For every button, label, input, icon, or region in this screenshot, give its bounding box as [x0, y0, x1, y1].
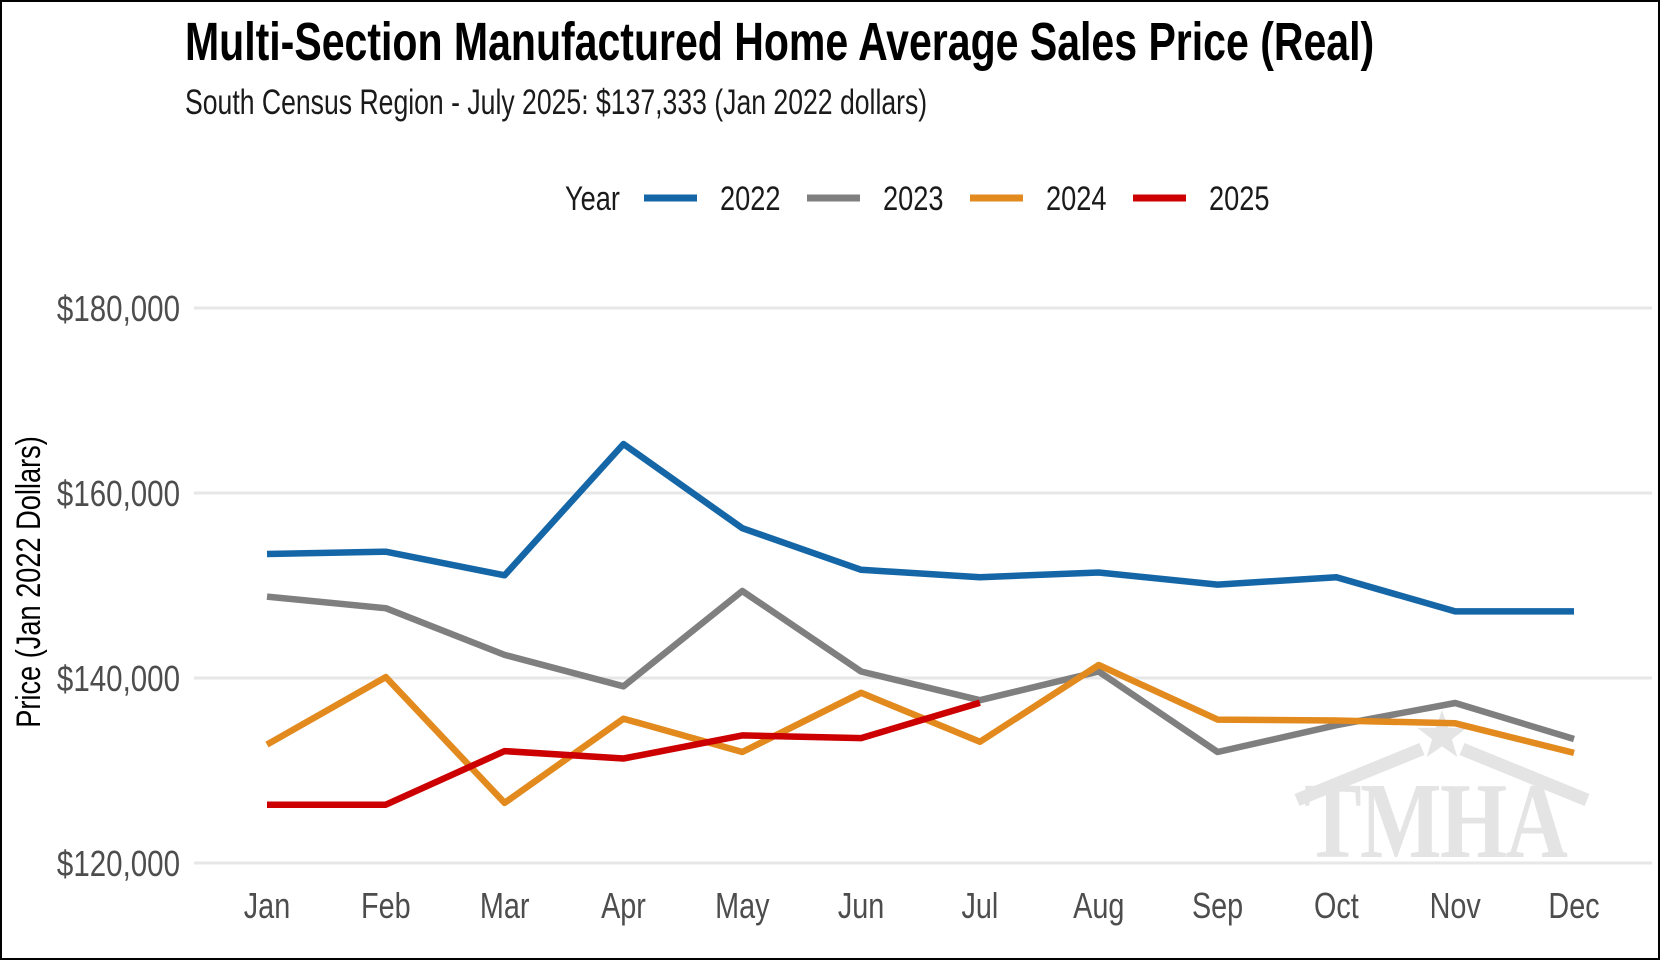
series-line-2023	[266, 587, 1575, 756]
x-tick-label: Dec	[1548, 885, 1599, 926]
watermark-logo: TMHA	[1294, 710, 1590, 881]
x-tick-label: May	[715, 885, 770, 926]
y-tick-label: $120,000	[57, 843, 180, 883]
legend-swatch-2023	[807, 194, 860, 202]
watermark-roof-icon	[1294, 742, 1425, 807]
x-tick-label: Oct	[1314, 885, 1359, 926]
chart-title: Multi-Section Manufactured Home Average …	[185, 13, 1374, 73]
gridlines	[194, 306, 1652, 865]
x-tick-label: Jun	[838, 885, 884, 926]
legend-swatch-2024	[970, 194, 1023, 202]
x-tick-label: Jan	[244, 885, 290, 926]
legend-item-2022: 2022	[644, 179, 780, 218]
x-tick-label: Feb	[361, 885, 411, 926]
y-tick-label: $160,000	[57, 473, 180, 513]
watermark-star-icon	[1417, 710, 1467, 757]
x-tick-label: Apr	[601, 885, 646, 926]
watermark-roof-icon	[1459, 742, 1590, 807]
legend-item-2024: 2024	[970, 179, 1106, 218]
legend-item-2025: 2025	[1133, 179, 1269, 218]
legend-swatch-2022	[644, 194, 697, 202]
legend-item-2023: 2023	[807, 179, 943, 218]
x-tick-label: Mar	[480, 885, 530, 926]
y-tick-label: $180,000	[57, 288, 180, 328]
x-tick-label: Jul	[962, 885, 999, 926]
x-tick-label: Nov	[1430, 885, 1482, 926]
legend-item-label: 2025	[1209, 179, 1269, 218]
chart-subtitle: South Census Region - July 2025: $137,33…	[185, 82, 927, 121]
legend: Year 2022 2023 2024 2025	[565, 179, 1269, 218]
y-axis-ticks: $180,000 $160,000 $140,000 $120,000	[57, 288, 180, 883]
x-tick-label: Aug	[1073, 885, 1124, 926]
legend-title: Year	[565, 179, 620, 218]
watermark-text: TMHA	[1304, 762, 1567, 881]
legend-item-label: 2023	[883, 179, 943, 218]
series-lines	[265, 440, 1575, 808]
x-tick-label: Sep	[1192, 885, 1243, 926]
series-line-2022	[266, 440, 1574, 615]
series-line-2025	[267, 699, 981, 808]
legend-swatch-2025	[1133, 194, 1186, 202]
y-tick-label: $140,000	[57, 658, 180, 698]
legend-item-label: 2024	[1046, 179, 1106, 218]
legend-item-label: 2022	[720, 179, 780, 218]
y-axis-title: Price (Jan 2022 Dollars)	[9, 436, 48, 728]
x-axis-ticks: Jan Feb Mar Apr May Jun Jul Aug Sep Oct Nov Dec	[244, 885, 1600, 926]
